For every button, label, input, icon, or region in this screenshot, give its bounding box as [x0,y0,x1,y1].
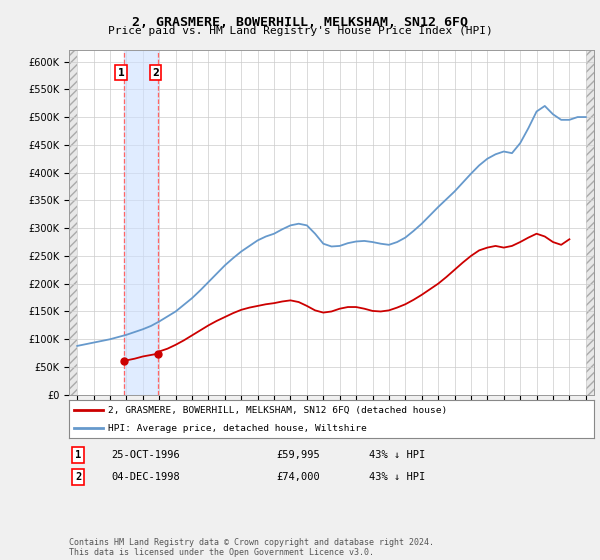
Text: 04-DEC-1998: 04-DEC-1998 [111,472,180,482]
Text: Price paid vs. HM Land Registry's House Price Index (HPI): Price paid vs. HM Land Registry's House … [107,26,493,36]
Text: 43% ↓ HPI: 43% ↓ HPI [369,472,425,482]
Polygon shape [586,50,594,395]
Text: 2: 2 [75,472,81,482]
Text: £74,000: £74,000 [276,472,320,482]
Text: HPI: Average price, detached house, Wiltshire: HPI: Average price, detached house, Wilt… [109,424,367,433]
Text: 43% ↓ HPI: 43% ↓ HPI [369,450,425,460]
Text: £59,995: £59,995 [276,450,320,460]
Text: 2: 2 [152,68,159,78]
Bar [124,50,158,395]
Text: 2, GRASMERE, BOWERHILL, MELKSHAM, SN12 6FQ (detached house): 2, GRASMERE, BOWERHILL, MELKSHAM, SN12 6… [109,405,448,414]
Text: 1: 1 [118,68,125,78]
Text: 2, GRASMERE, BOWERHILL, MELKSHAM, SN12 6FQ: 2, GRASMERE, BOWERHILL, MELKSHAM, SN12 6… [132,16,468,29]
Text: 25-OCT-1996: 25-OCT-1996 [111,450,180,460]
Text: 1: 1 [75,450,81,460]
Polygon shape [69,50,77,395]
Text: Contains HM Land Registry data © Crown copyright and database right 2024.
This d: Contains HM Land Registry data © Crown c… [69,538,434,557]
